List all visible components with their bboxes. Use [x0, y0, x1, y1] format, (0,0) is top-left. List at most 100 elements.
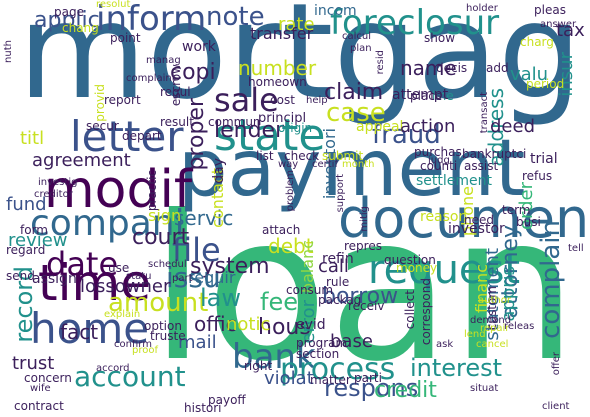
- word-contract: contract: [14, 399, 64, 413]
- word-notic: notic: [226, 314, 271, 335]
- word-payment: payment: [178, 124, 526, 214]
- word-file: file: [172, 231, 221, 269]
- word-document: document: [338, 187, 590, 250]
- word-confirm: confirm: [114, 339, 152, 350]
- word-form: form: [20, 223, 48, 237]
- word-decis: decis: [436, 61, 468, 75]
- word-incom: incom: [314, 3, 357, 19]
- word-depart: depart: [122, 129, 162, 143]
- word-busi: busi: [516, 215, 541, 229]
- word-principl: principl: [258, 111, 307, 126]
- word-debt: debt: [268, 234, 314, 258]
- word-author: author: [478, 295, 511, 306]
- word-holder: holder: [466, 3, 498, 14]
- word-law: law: [200, 284, 242, 312]
- word-investor: investor: [448, 221, 505, 237]
- word-chang: chang: [62, 21, 99, 35]
- word-request: request: [368, 247, 521, 293]
- word-rate: rate: [278, 14, 315, 35]
- word-term: term: [502, 203, 531, 217]
- word-foreclosur: foreclosur: [330, 3, 500, 43]
- word-receiv: receiv: [348, 299, 385, 313]
- word-inform: inform: [96, 0, 207, 39]
- word-judg: judg: [428, 155, 450, 166]
- word-certif: certif: [312, 159, 338, 170]
- word-assist: assist: [464, 159, 499, 173]
- word-titl: titl: [20, 128, 45, 149]
- word-consum: consum: [286, 283, 334, 297]
- word-servic: servic: [174, 206, 234, 230]
- word-review: review: [8, 230, 68, 251]
- word-submit: submit: [322, 149, 364, 163]
- word-payoff: payoff: [208, 393, 246, 407]
- word-charg: charg: [520, 35, 554, 49]
- word-issu: issu: [166, 261, 221, 294]
- word-homeown: homeown: [248, 75, 307, 89]
- word-bank: bank: [232, 337, 316, 377]
- word-collect: collect: [403, 290, 417, 330]
- word-action: action: [400, 116, 456, 137]
- word-histori: histori: [184, 401, 222, 415]
- word-secur: secur: [86, 119, 119, 133]
- word-correspond: correspond: [419, 278, 433, 346]
- word-applic: applic: [34, 8, 100, 33]
- word-hous: hous: [258, 315, 311, 340]
- word-deed: deed: [490, 116, 535, 137]
- word-counti: counti: [420, 159, 458, 173]
- word-court: court: [132, 225, 190, 250]
- word-repair: repair: [480, 323, 510, 334]
- word-system: system: [190, 254, 270, 279]
- word-parti: parti: [354, 371, 382, 385]
- word-refin: refin: [322, 251, 354, 267]
- word-money: money: [396, 261, 438, 275]
- word-complain: complain: [536, 220, 566, 339]
- word-complaint: complaint: [126, 73, 176, 84]
- word-schedul: schedul: [148, 259, 187, 270]
- word-plan: plan: [350, 43, 372, 54]
- word-origin: origin: [278, 121, 313, 135]
- word-section: section: [296, 347, 340, 361]
- word-resolut: resolut: [96, 0, 131, 10]
- word-trust: trust: [12, 353, 55, 374]
- word-mitig: mitig: [359, 206, 370, 232]
- word-offic: offic: [194, 312, 237, 336]
- word-explain: explain: [104, 309, 141, 320]
- word-practic: practic: [145, 170, 159, 212]
- word-option: option: [144, 319, 182, 333]
- word-attach: attach: [262, 223, 301, 237]
- word-statu: statu: [126, 271, 152, 282]
- word-proper: proper: [184, 98, 209, 171]
- word-show: show: [424, 31, 456, 45]
- word-requir: requir: [188, 268, 236, 287]
- word-investig: investig: [38, 177, 78, 188]
- word-right: right: [244, 359, 273, 373]
- word-transfer: transfer: [250, 24, 314, 43]
- word-report: report: [104, 93, 141, 107]
- word-result: result: [160, 115, 194, 129]
- word-lender: lender: [214, 118, 285, 143]
- word-use: use: [108, 261, 130, 275]
- word-lossowner: lossowner: [80, 276, 171, 297]
- word-reason: reason: [420, 209, 468, 225]
- word-copi: copi: [170, 60, 216, 85]
- word-number: number: [238, 56, 317, 80]
- word-mail: mail: [178, 332, 217, 353]
- word-agreement: agreement: [32, 150, 131, 171]
- word-resid: resid: [375, 50, 386, 75]
- word-check: check: [284, 149, 320, 163]
- word-home: home: [30, 304, 150, 353]
- word-sale: sale: [214, 81, 279, 119]
- word-borrow: borrow: [322, 284, 399, 309]
- word-program: program: [296, 336, 348, 350]
- word-purchas: purchas: [414, 145, 462, 159]
- word-day: day: [211, 158, 227, 184]
- word-fact: fact: [60, 320, 99, 344]
- word-lend: lend: [464, 329, 486, 340]
- word-nuth: nuth: [3, 40, 14, 63]
- word-list: list: [256, 149, 274, 163]
- word-question: question: [384, 253, 436, 267]
- word-account: account: [74, 360, 186, 393]
- word-loan: loan: [150, 173, 578, 406]
- word-violat: violat: [264, 368, 314, 389]
- word-month: month: [342, 159, 375, 170]
